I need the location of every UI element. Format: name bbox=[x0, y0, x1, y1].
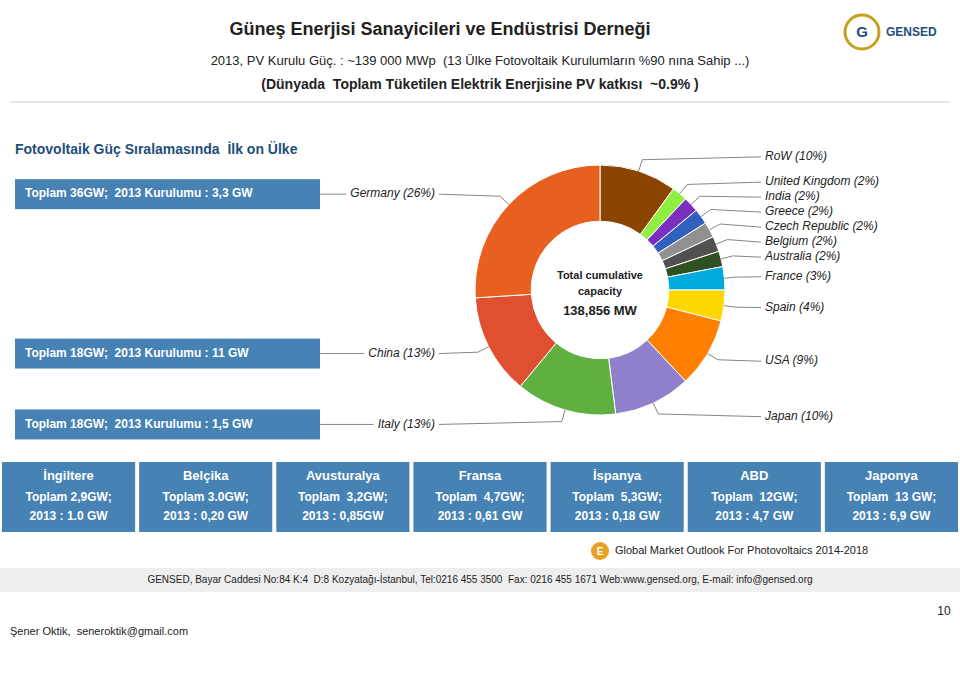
slice-label: India (2%) bbox=[765, 189, 820, 203]
logo-text: GENSED bbox=[886, 25, 937, 39]
source: E Global Market Outlook For Photovoltaics… bbox=[591, 542, 868, 560]
pie-slice bbox=[668, 267, 725, 290]
card-country: Fransa bbox=[459, 468, 502, 483]
leader-line bbox=[439, 347, 489, 354]
card-year: 2013 : 6,9 GW bbox=[852, 509, 931, 523]
leader-line bbox=[680, 182, 761, 194]
card-total: Toplam 2,9GW; bbox=[25, 490, 111, 504]
slice-label: France (3%) bbox=[765, 269, 831, 283]
slice-label: China (13%) bbox=[368, 346, 435, 360]
leader-line bbox=[724, 277, 761, 278]
source-logo bbox=[591, 542, 609, 560]
slice-label: Japan (10%) bbox=[764, 409, 833, 423]
card bbox=[551, 462, 684, 532]
source-logo-letter: E bbox=[597, 546, 604, 557]
card-year: 2013 : 4,7 GW bbox=[715, 509, 794, 523]
slice-label: Belgium (2%) bbox=[765, 234, 837, 248]
card-total: Toplam 4,7GW; bbox=[435, 490, 525, 504]
card-country: Belçika bbox=[183, 468, 229, 483]
connector-line bbox=[320, 353, 364, 354]
leader-line bbox=[724, 306, 761, 308]
card bbox=[825, 462, 958, 532]
card bbox=[688, 462, 821, 532]
card-total: Toplam 3.0GW; bbox=[163, 490, 249, 504]
card-country: İngiltere bbox=[43, 468, 94, 483]
ranking-panel: Fotovoltaik Güç Sıralamasında İlk on Ülk… bbox=[15, 141, 374, 440]
slice-label: RoW (10%) bbox=[765, 149, 827, 163]
leader-line bbox=[653, 403, 761, 417]
entry-text: Toplam 18GW; 2013 Kurulumu : 1,5 GW bbox=[25, 417, 253, 431]
pie-slice bbox=[609, 340, 686, 414]
card bbox=[139, 462, 272, 532]
slice-label: Greece (2%) bbox=[765, 204, 833, 218]
slice-label: United Kingdom (2%) bbox=[765, 174, 879, 188]
leader-line bbox=[710, 224, 761, 230]
card-country: İspanya bbox=[593, 468, 642, 483]
card bbox=[413, 462, 546, 532]
header: Güneş Enerjisi Sanayicileri ve Endüstris… bbox=[10, 19, 950, 102]
separator bbox=[10, 102, 950, 103]
subtitle: (Dünyada Toplam Tüketilen Elektrik Enerj… bbox=[261, 76, 698, 92]
leader-line bbox=[691, 196, 761, 204]
center-text: 138,856 MW bbox=[563, 303, 637, 318]
chart: Güneş Enerjisi Sanayicileri ve Endüstris… bbox=[0, 0, 960, 692]
card-total: Toplam 12GW; bbox=[711, 490, 797, 504]
slice-label: Spain (4%) bbox=[765, 300, 824, 314]
logo-ring bbox=[845, 15, 879, 49]
leader-line bbox=[701, 209, 761, 216]
slice-label: Germany (26%) bbox=[350, 186, 435, 200]
connector-line bbox=[320, 424, 374, 425]
card-total: Toplam 3,2GW; bbox=[298, 490, 388, 504]
entry-text: Toplam 18GW; 2013 Kurulumu : 11 GW bbox=[25, 346, 249, 360]
leader-line bbox=[721, 256, 761, 259]
leader-line bbox=[439, 410, 565, 424]
author: Şener Oktik, seneroktik@gmail.com bbox=[10, 625, 188, 637]
leader-line bbox=[439, 194, 509, 204]
card-country: ABD bbox=[740, 468, 768, 483]
center-text: Total cumulative bbox=[557, 269, 643, 281]
card-year: 2013 : 1.0 GW bbox=[30, 509, 109, 523]
card bbox=[2, 462, 135, 532]
entry-box bbox=[15, 179, 320, 209]
footer: GENSED, Bayar Caddesi No:84 K:4 D:8 Kozy… bbox=[0, 568, 960, 637]
card-year: 2013 : 0,85GW bbox=[302, 509, 384, 523]
entry-box bbox=[15, 339, 320, 369]
card-year: 2013 : 0,61 GW bbox=[438, 509, 523, 523]
footer-bar bbox=[0, 568, 960, 592]
logo-letter: G bbox=[856, 23, 868, 40]
page-number: 10 bbox=[937, 604, 951, 618]
entry-text: Toplam 36GW; 2013 Kurulumu : 3,3 GW bbox=[25, 186, 253, 200]
pie bbox=[475, 165, 725, 415]
card-year: 2013 : 0,20 GW bbox=[163, 509, 248, 523]
card-year: 2013 : 0,18 GW bbox=[575, 509, 660, 523]
card-total: Toplam 5,3GW; bbox=[572, 490, 662, 504]
cards: İngiltere Toplam 2,9GW; 2013 : 1.0 GW Belçi… bbox=[2, 462, 958, 532]
card-country: Avusturalya bbox=[306, 468, 381, 483]
panel-title: Fotovoltaik Güç Sıralamasında İlk on Ülk… bbox=[15, 141, 298, 157]
pie-center: Total cumulative capacity 138,856 MW bbox=[557, 269, 643, 319]
leader-line bbox=[708, 354, 761, 362]
slice-label: Czech Republic (2%) bbox=[765, 219, 878, 233]
slice-label: USA (9%) bbox=[765, 353, 818, 367]
subtitle: 2013, PV Kurulu Güç. : ~139 000 MWp (13 … bbox=[211, 53, 750, 68]
card bbox=[276, 462, 409, 532]
leader-line bbox=[639, 157, 761, 171]
slice-label: Australia (2%) bbox=[764, 249, 840, 263]
pie-labels: RoW (10%) United Kingdom (2%)India (2%)Gr… bbox=[350, 149, 879, 431]
title: Güneş Enerjisi Sanayicileri ve Endüstris… bbox=[229, 19, 650, 39]
card-total: Toplam 13 GW; bbox=[847, 490, 937, 504]
center-text: capacity bbox=[578, 285, 623, 297]
connector-line bbox=[320, 194, 346, 195]
card-country: Japonya bbox=[865, 468, 919, 483]
leader-line bbox=[716, 240, 761, 244]
source-text: Global Market Outlook For Photovoltaics … bbox=[615, 544, 868, 556]
entry-box bbox=[15, 409, 320, 439]
footer-text: GENSED, Bayar Caddesi No:84 K:4 D:8 Kozy… bbox=[147, 573, 812, 585]
logo: G GENSED bbox=[845, 15, 937, 49]
pie-slice bbox=[475, 294, 556, 386]
slice-label: Italy (13%) bbox=[378, 417, 435, 431]
